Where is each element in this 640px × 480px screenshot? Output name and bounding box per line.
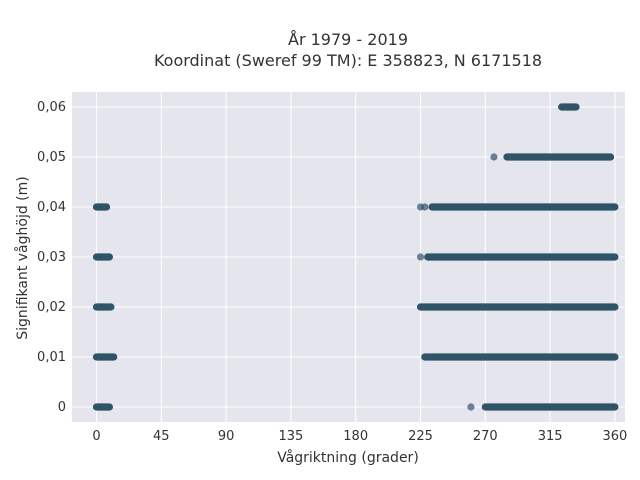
data-point-cluster (481, 403, 619, 411)
y-tick-label: 0 (58, 400, 66, 415)
data-point-cluster (421, 353, 619, 361)
chart-title-line-2: Koordinat (Sweref 99 TM): E 358823, N 61… (154, 51, 542, 70)
data-point-cluster (416, 303, 619, 311)
data-point-cluster (558, 103, 580, 111)
data-point (416, 253, 425, 261)
x-tick-label: 90 (218, 429, 235, 444)
y-axis-label: Signifikant våghöjd (m) (14, 176, 31, 339)
y-tick-label: 0,04 (37, 200, 66, 215)
data-point-cluster (424, 253, 619, 261)
x-tick-label: 270 (473, 429, 498, 444)
x-tick-label: 225 (408, 429, 433, 444)
y-tick-label: 0,06 (37, 100, 66, 115)
x-tick-label: 0 (92, 429, 100, 444)
data-point-cluster (428, 203, 619, 211)
y-tick-label: 0,05 (37, 150, 66, 165)
data-point-cluster (92, 403, 114, 411)
data-point (490, 153, 498, 161)
x-tick-label: 180 (343, 429, 368, 444)
data-point-cluster (503, 153, 615, 161)
data-point-cluster (92, 303, 115, 311)
y-tick-label: 0,02 (37, 300, 66, 315)
data-point-cluster (92, 203, 111, 211)
y-tick-label: 0,03 (37, 250, 66, 265)
x-tick-label: 45 (153, 429, 170, 444)
x-tick-label: 135 (278, 429, 303, 444)
y-axis-ticks: 0 0,01 0,02 0,03 0,04 0,05 0,06 (37, 100, 66, 415)
data-point-cluster (92, 353, 118, 361)
x-axis-ticks: 0 45 90 135 180 225 270 315 360 (92, 429, 627, 444)
data-point-cluster (92, 253, 114, 261)
data-point (421, 203, 429, 211)
chart-title-line-1: År 1979 - 2019 (288, 30, 408, 49)
y-tick-label: 0,01 (37, 350, 66, 365)
x-tick-label: 315 (538, 429, 563, 444)
data-points (92, 103, 619, 411)
data-point (467, 403, 475, 411)
x-axis-label: Vågriktning (grader) (277, 449, 419, 466)
x-tick-label: 360 (603, 429, 628, 444)
